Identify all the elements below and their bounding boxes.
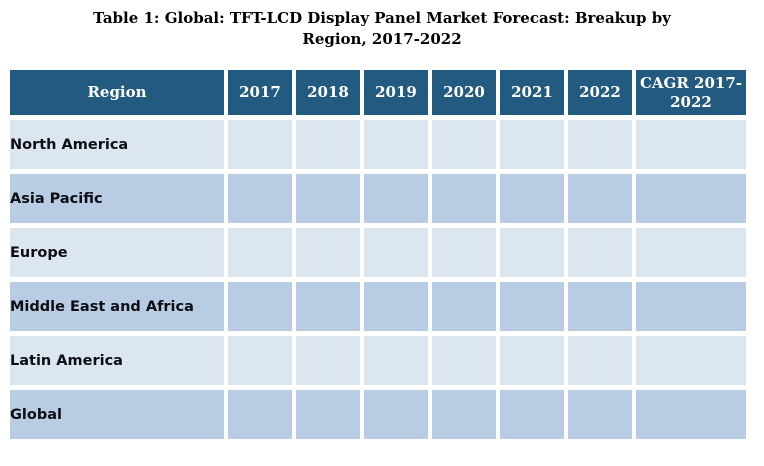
value-cell — [568, 390, 632, 439]
table-row-europe: Europe — [10, 228, 746, 277]
value-cell — [228, 336, 292, 385]
value-cell — [296, 282, 360, 331]
value-cell — [364, 282, 428, 331]
table-row-asia-pacific: Asia Pacific — [10, 174, 746, 223]
value-cell — [636, 120, 746, 169]
column-header-2020: 2020 — [432, 70, 496, 115]
region-label: Global — [10, 390, 224, 439]
value-cell — [636, 174, 746, 223]
value-cell — [364, 228, 428, 277]
value-cell — [568, 120, 632, 169]
forecast-table: Region 2017 2018 2019 2020 2021 2022 CAG… — [6, 65, 750, 444]
column-header-2022: 2022 — [568, 70, 632, 115]
column-header-region: Region — [10, 70, 224, 115]
value-cell — [296, 174, 360, 223]
table-row-middle-east-africa: Middle East and Africa — [10, 282, 746, 331]
column-header-2017: 2017 — [228, 70, 292, 115]
value-cell — [568, 174, 632, 223]
value-cell — [636, 390, 746, 439]
value-cell — [364, 336, 428, 385]
region-label: North America — [10, 120, 224, 169]
value-cell — [432, 174, 496, 223]
column-header-2018: 2018 — [296, 70, 360, 115]
value-cell — [636, 228, 746, 277]
column-header-cagr: CAGR 2017-2022 — [636, 70, 746, 115]
value-cell — [432, 390, 496, 439]
value-cell — [500, 174, 564, 223]
value-cell — [364, 120, 428, 169]
value-cell — [432, 336, 496, 385]
value-cell — [432, 120, 496, 169]
column-header-2019: 2019 — [364, 70, 428, 115]
value-cell — [500, 228, 564, 277]
value-cell — [228, 120, 292, 169]
column-header-2021: 2021 — [500, 70, 564, 115]
value-cell — [432, 282, 496, 331]
value-cell — [500, 336, 564, 385]
value-cell — [364, 174, 428, 223]
value-cell — [364, 390, 428, 439]
region-label: Europe — [10, 228, 224, 277]
value-cell — [296, 228, 360, 277]
table-row-north-america: North America — [10, 120, 746, 169]
value-cell — [296, 390, 360, 439]
value-cell — [228, 174, 292, 223]
table-row-global: Global — [10, 390, 746, 439]
region-label: Latin America — [10, 336, 224, 385]
value-cell — [636, 282, 746, 331]
value-cell — [568, 228, 632, 277]
value-cell — [296, 336, 360, 385]
value-cell — [568, 282, 632, 331]
figure-title-line2: Region, 2017-2022 — [302, 30, 462, 48]
value-cell — [228, 228, 292, 277]
value-cell — [500, 282, 564, 331]
region-label: Asia Pacific — [10, 174, 224, 223]
value-cell — [500, 120, 564, 169]
region-label: Middle East and Africa — [10, 282, 224, 331]
value-cell — [568, 336, 632, 385]
table-row-latin-america: Latin America — [10, 336, 746, 385]
header-row: Region 2017 2018 2019 2020 2021 2022 CAG… — [10, 70, 746, 115]
value-cell — [500, 390, 564, 439]
figure-title: Table 1: Global: TFT-LCD Display Panel M… — [0, 8, 764, 50]
value-cell — [636, 336, 746, 385]
figure-title-line1: Table 1: Global: TFT-LCD Display Panel M… — [93, 9, 671, 27]
value-cell — [228, 282, 292, 331]
value-cell — [296, 120, 360, 169]
value-cell — [228, 390, 292, 439]
value-cell — [432, 228, 496, 277]
